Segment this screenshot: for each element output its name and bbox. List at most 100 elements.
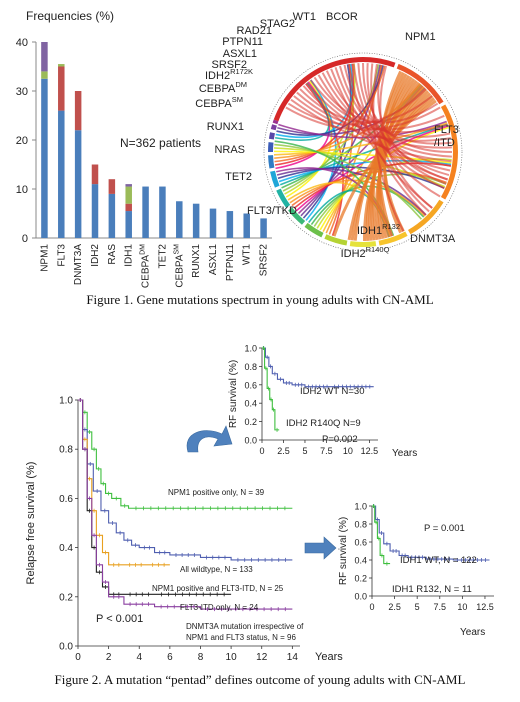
km-arrows: [186, 425, 337, 560]
bar-category-label: SRSF2: [259, 244, 270, 277]
km-curve: [262, 347, 374, 388]
km-xlabel: Years: [460, 627, 485, 638]
km-y-tick-label: 0.0: [354, 592, 367, 602]
circos-chord: [278, 120, 447, 139]
circos-label: BCOR: [326, 11, 358, 23]
figure-2-km-plots: 0.0 0.2 0.4 0.6 0.8 1.0 0 2 4 6 8 10 12 14 Relapse fre…: [25, 344, 494, 664]
km-y-tick-label: 0.6: [59, 494, 73, 505]
km-x-tick-label: 12.5: [476, 602, 494, 612]
circos-label: TET2: [225, 171, 252, 183]
circos-chord: [275, 82, 330, 141]
bar-segment: [125, 203, 132, 212]
km-pvalue: P < 0.001: [96, 613, 143, 625]
km-x-tick-label: 8: [198, 652, 204, 663]
km-x-tick-label: 12: [256, 652, 268, 663]
km-x-tick-label: 12.5: [361, 446, 379, 456]
bar-category-label: RUNX1: [191, 244, 202, 278]
circos-tick-ring: [263, 52, 463, 252]
circos-chord: [276, 168, 427, 216]
bar-category-label: ASXL1: [208, 244, 219, 276]
circos-chord: [343, 64, 452, 145]
bar-segment: [58, 110, 65, 238]
km-y-tick-label: 0.2: [244, 417, 257, 427]
bar-segment: [108, 193, 116, 238]
bar-segment: [58, 64, 65, 67]
km-y-tick-label: 1.0: [59, 396, 73, 407]
bar-segment: [125, 186, 132, 204]
km-ylabel: RF survival (%): [228, 360, 239, 428]
bar-segment: [58, 66, 65, 111]
km-y-tick-label: 0.0: [244, 436, 257, 446]
circos-ring-segment: [349, 241, 377, 247]
circos-chord: [370, 63, 430, 213]
circos-chord: [279, 123, 448, 186]
bar-chart-axes: 0 10 20 30 40: [16, 37, 272, 245]
circos-label: FLT3/TKD: [247, 205, 297, 217]
circos-chord: [347, 97, 435, 241]
km-x-tick-label: 5: [302, 446, 307, 456]
bar-category-label: DNMT3A: [73, 244, 84, 285]
circos-ring-segment: [268, 132, 275, 140]
km-ylabel: Relapse free survival (%): [25, 462, 37, 585]
km-x-tick-label: 10: [226, 652, 238, 663]
bar-segment: [41, 78, 48, 238]
bar-segment: [159, 186, 166, 238]
km-x-tick-label: 10: [343, 446, 353, 456]
km-y-tick-label: 0.4: [244, 399, 257, 409]
km-x-tick-label: 2: [106, 652, 112, 663]
circos-chord: [287, 88, 427, 126]
bar-segment: [91, 164, 99, 185]
circos-ring-segment: [396, 63, 444, 105]
bar-segment: [192, 203, 200, 238]
bar-segment: [209, 208, 217, 238]
circos-ring-segment: [270, 124, 277, 131]
km-y-tick-label: 0.0: [59, 642, 73, 653]
circos-label: NRAS: [214, 144, 245, 156]
figure-1-bar-chart: Frequencies (%) 0 10 20 30 40 NPM1 FLT3 DNMT3A…: [16, 9, 272, 289]
circos-chord: [377, 64, 448, 181]
km-curve: [78, 399, 293, 561]
km-y-tick-label: 0.4: [59, 543, 73, 554]
km-x-tick-label: 0: [259, 446, 264, 456]
km-x-tick-label: 2.5: [388, 602, 401, 612]
km-ylabel: RF survival (%): [338, 517, 349, 585]
km-xlabel: Years: [315, 651, 343, 663]
km-series-label: All wildtype, N = 133: [180, 565, 253, 574]
km-x-tick-label: 5: [415, 602, 420, 612]
circos-chord: [363, 94, 434, 242]
figure-1-caption: Figure 1. Gene mutations spectrum in you…: [86, 292, 434, 307]
km-series-label: NPM1 positive only, N = 39: [168, 488, 265, 497]
bar-segment: [243, 213, 250, 238]
bar-category-label: NPM1: [39, 244, 50, 272]
bar-segment: [226, 211, 234, 238]
km-pvalue: P = 0.001: [424, 523, 465, 534]
bar-segment: [41, 42, 48, 72]
bar-category-label: RAS: [107, 244, 118, 265]
km-series-label: IDH2 R140Q N=9: [286, 418, 361, 429]
right-arrow-icon: [304, 536, 337, 560]
circos-ring-segment: [408, 199, 444, 235]
bar-segment: [74, 91, 82, 131]
main-km-plot: 0.0 0.2 0.4 0.6 0.8 1.0 0 2 4 6 8 10 12 14 Relapse fre…: [25, 396, 343, 664]
circos-ring: [263, 52, 463, 252]
km-y-tick-label: 0.6: [354, 538, 367, 548]
km-series-label: NPM1 and FLT3 status, N = 96: [186, 633, 296, 642]
bar-chart-bars: [41, 42, 267, 238]
circos-label: CEBPASM: [195, 95, 243, 110]
km-y-tick-label: 0.2: [59, 592, 73, 603]
km-series-label: FLT3-ITD only, N = 24: [180, 603, 259, 612]
circos-chord: [334, 67, 445, 190]
km-x-tick-label: 0: [369, 602, 374, 612]
bar-category-label: TET2: [157, 244, 168, 269]
bar-chart-ylabel: Frequencies (%): [26, 9, 114, 23]
bar-y-tick-label: 10: [16, 184, 28, 196]
circos-chords: [273, 62, 453, 242]
circos-chord: [372, 63, 405, 232]
bar-segment: [108, 179, 116, 194]
km-x-tick-label: 2.5: [277, 446, 290, 456]
circos-chord: [379, 65, 433, 209]
circos-label: FLT3/ITD: [434, 124, 459, 149]
idh1-km-plot: 0.0 0.2 0.4 0.6 0.8 1.0 0 2.5 5 7.5 10 12.5 RF survi…: [338, 502, 494, 638]
km-xlabel: Years: [392, 448, 417, 459]
bar-chart-category-labels: NPM1 FLT3 DNMT3A IDH2 RAS IDH1 CEBPADM TET2 CEBP…: [39, 244, 269, 289]
